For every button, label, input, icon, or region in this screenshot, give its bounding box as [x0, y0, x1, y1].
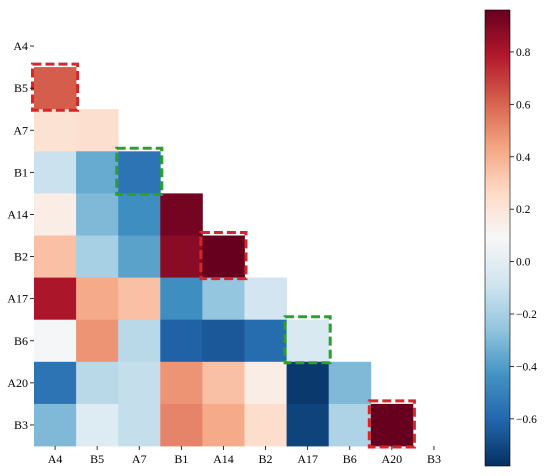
heatmap-cell-A20-B5 [76, 361, 119, 405]
heatmap-cell-B6-B5 [76, 319, 119, 363]
heatmap-cells [34, 67, 414, 447]
heatmap-cell-A20-B2 [244, 361, 287, 405]
row-tick-label-A7: A7 [13, 123, 28, 137]
colorbar-gradient [484, 9, 511, 467]
heatmap-cell-A20-A17 [286, 361, 330, 405]
heatmap-cell-B6-A4 [34, 319, 77, 363]
heatmap-cell-B6-A17 [286, 319, 330, 363]
column-tick-label-B3: B3 [427, 452, 441, 466]
heatmap-cell-B6-A7 [118, 319, 161, 363]
heatmap-cell-B2-A4 [34, 235, 77, 278]
column-tick-label-A17: A17 [297, 452, 318, 466]
colorbar-ticks: −0.6 −0.4 −0.2 0.0 0.2 0.4 0.6 0.8 [510, 47, 537, 426]
row-tick-label-B5: B5 [14, 81, 28, 95]
colorbar-tick-label: −0.6 [516, 414, 537, 426]
heatmap-cell-B3-B6 [328, 403, 372, 447]
highlight-boxes [31, 62, 416, 449]
heatmap-cell-B3-A14 [202, 403, 245, 447]
heatmap-cell-A14-A4 [34, 193, 77, 236]
heatmap-cell-B3-A4 [34, 403, 77, 447]
heatmap-cell-A17-B5 [76, 277, 119, 321]
colorbar-tick-label: 0.8 [516, 47, 531, 59]
row-tick-label-A4: A4 [13, 39, 28, 53]
column-tick-label-B5: B5 [90, 452, 104, 466]
column-tick-label-A4: A4 [48, 452, 63, 466]
colorbar: −0.6 −0.4 −0.2 0.0 0.2 0.4 0.6 0.8 [484, 9, 537, 467]
column-tick-label-B1: B1 [174, 452, 188, 466]
heatmap-cell-A14-A7 [118, 193, 161, 236]
heatmap-cell-A7-B5 [76, 109, 119, 152]
row-tick-label-A20: A20 [7, 376, 28, 390]
heatmap-cell-B3-B2 [244, 403, 287, 447]
heatmap-cell-B3-A20 [370, 403, 414, 447]
heatmap-cell-B6-A14 [202, 319, 245, 363]
colorbar-tick-label: 0.0 [516, 257, 531, 269]
heatmap-cell-B2-A14 [202, 235, 245, 278]
heatmap-cell-A17-A14 [202, 277, 245, 321]
column-tick-label-A14: A14 [213, 452, 234, 466]
column-tick-label-A7: A7 [132, 452, 147, 466]
heatmap-cell-B2-B5 [76, 235, 119, 278]
colorbar-tick-label: 0.6 [516, 99, 531, 111]
heatmap-cell-A17-A7 [118, 277, 161, 321]
highlight-box-B3-A20 [367, 399, 416, 449]
colorbar-tick-label: −0.2 [516, 309, 537, 321]
heatmap-cell-A17-B1 [160, 277, 203, 321]
colorbar-tick-label: 0.4 [516, 152, 531, 164]
column-tick-label-A20: A20 [382, 452, 403, 466]
row-tick-label-B1: B1 [14, 165, 28, 179]
heatmap-cell-B3-A7 [118, 403, 161, 447]
column-tick-labels: A4 B5 A7 B1 A14 B2 A17 B6 A20 B3 [48, 446, 441, 466]
row-tick-label-B2: B2 [14, 250, 28, 264]
heatmap-cell-B2-B1 [160, 235, 203, 278]
heatmap-cell-A7-A4 [34, 109, 77, 152]
row-tick-labels: A4 B5 A7 B1 A14 B2 A17 B6 A20 B3 [7, 39, 34, 432]
heatmap-cell-A20-B6 [328, 361, 372, 405]
heatmap-cell-B6-B2 [244, 319, 287, 363]
heatmap-cell-B5-A4 [34, 67, 77, 110]
highlight-box-B6-A17 [283, 315, 332, 365]
heatmap-cell-A20-A4 [34, 361, 77, 405]
column-tick-label-B6: B6 [343, 452, 357, 466]
heatmap-cell-B1-A4 [34, 151, 77, 194]
heatmap-cell-B6-B1 [160, 319, 203, 363]
heatmap-cell-A17-B2 [244, 277, 287, 321]
highlight-box-B1-A7 [115, 146, 164, 196]
heatmap-cell-B3-B5 [76, 403, 119, 447]
heatmap-cell-B1-A7 [118, 151, 161, 194]
column-tick-label-B2: B2 [259, 452, 273, 466]
row-tick-label-B3: B3 [14, 418, 28, 432]
row-tick-label-A14: A14 [7, 207, 28, 221]
heatmap-cell-B2-A7 [118, 235, 161, 278]
heatmap-cell-B3-B1 [160, 403, 203, 447]
heatmap-cell-A14-B1 [160, 193, 203, 236]
highlight-box-B2-A14 [199, 231, 248, 281]
heatmap-cell-A20-A7 [118, 361, 161, 405]
colorbar-tick-label: −0.4 [516, 361, 537, 373]
heatmap-cell-A20-B1 [160, 361, 203, 405]
heatmap-cell-A14-B5 [76, 193, 119, 236]
highlight-box-B5-A4 [31, 62, 80, 112]
heatmap-cell-B3-A17 [286, 403, 330, 447]
heatmap-cell-B1-B5 [76, 151, 119, 194]
row-tick-label-B6: B6 [14, 334, 28, 348]
row-tick-label-A17: A17 [7, 292, 28, 306]
colorbar-tick-label: 0.2 [516, 204, 531, 216]
heatmap-cell-A17-A4 [34, 277, 77, 321]
heatmap-cell-A20-A14 [202, 361, 245, 405]
